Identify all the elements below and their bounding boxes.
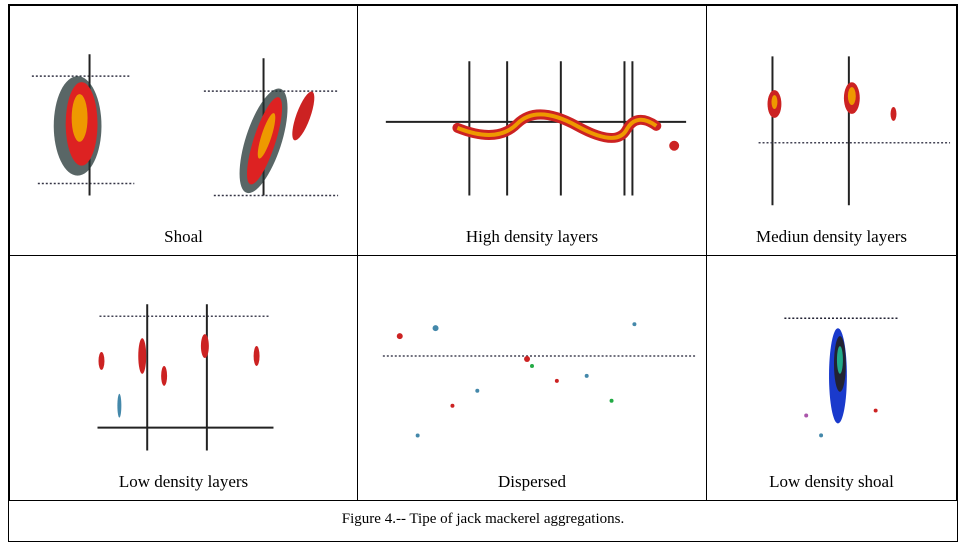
low-density-shoal-echogram-graphic: [784, 317, 898, 438]
medium-density-layers-echogram: [707, 6, 956, 206]
panel-label: Shoal: [164, 227, 203, 246]
high-density-layers-echogram: [358, 6, 706, 206]
dispersed-echogram: [358, 256, 706, 456]
figure-caption: Figure 4.-- Tipe of jack mackerel aggreg…: [341, 511, 625, 527]
medium-density-layers-echogram-graphic: [758, 56, 951, 206]
panel-low-density-layers: Low density layers: [9, 255, 358, 501]
dispersed-echogram-graphic: [382, 322, 697, 438]
panel-high-density-layers: High density layers: [357, 5, 707, 256]
low-density-shoal-echogram: [707, 256, 956, 456]
panel-label: Low density layers: [118, 472, 249, 491]
figure-table: Shoal High density layers: [8, 4, 958, 542]
panel-label: High density layers: [465, 227, 599, 246]
panel-dispersed: Dispersed: [357, 255, 707, 501]
high-density-layers-echogram-graphic: [385, 61, 687, 196]
panel-shoal: Shoal: [9, 5, 358, 256]
shoal-echogram-graphic: [31, 54, 339, 197]
low-density-layers-echogram-graphic: [97, 304, 274, 451]
panel-label: Mediun density layers: [755, 227, 908, 246]
panel-label: Dispersed: [498, 472, 566, 491]
panel-low-density-shoal: Low density shoal: [706, 255, 957, 501]
shoal-echogram: [10, 6, 357, 206]
panel-medium-density-layers: Mediun density layers: [706, 5, 957, 256]
panel-label: Low density shoal: [769, 472, 894, 491]
low-density-layers-echogram: [10, 256, 357, 456]
